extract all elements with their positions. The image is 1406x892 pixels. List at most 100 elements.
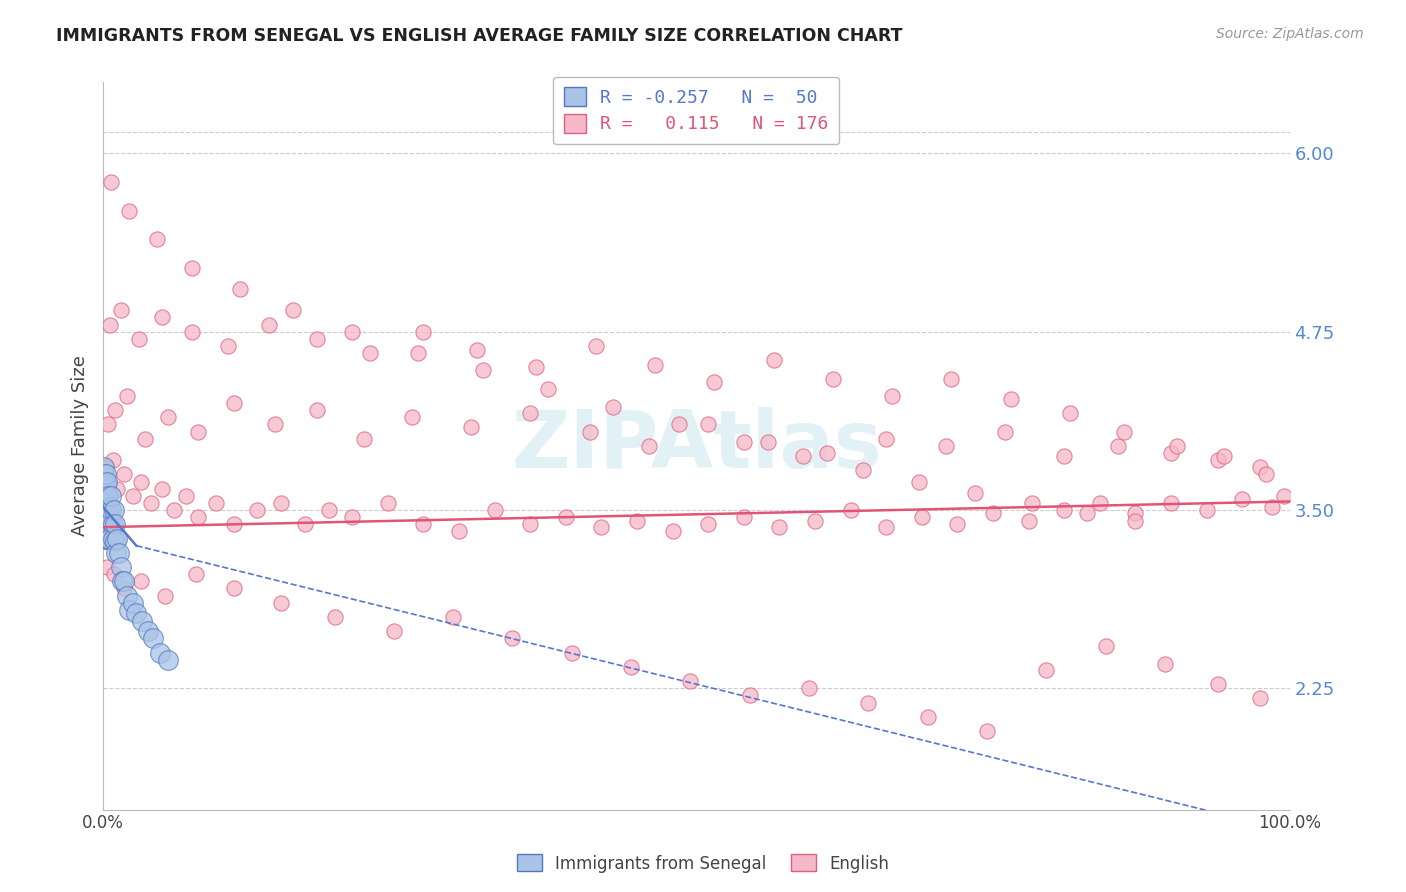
Point: [111, 574, 134, 589]
Point: [1112, 425, 1135, 439]
Point: [946, 517, 969, 532]
Legend: R = -0.257   N =  50, R =   0.115   N = 176: R = -0.257 N = 50, R = 0.115 N = 176: [554, 77, 839, 145]
Point: [110, 303, 132, 318]
Point: [101, 453, 124, 467]
Point: [1166, 439, 1188, 453]
Point: [703, 375, 725, 389]
Point: [152, 482, 174, 496]
Point: [1272, 489, 1295, 503]
Point: [342, 510, 364, 524]
Point: [585, 339, 607, 353]
Text: ZIPAtlas: ZIPAtlas: [510, 407, 882, 485]
Point: [858, 696, 880, 710]
Point: [804, 515, 827, 529]
Point: [181, 325, 204, 339]
Point: [1035, 663, 1057, 677]
Point: [460, 420, 482, 434]
Point: [679, 674, 702, 689]
Point: [100, 489, 122, 503]
Point: [187, 425, 209, 439]
Point: [103, 567, 125, 582]
Point: [875, 432, 897, 446]
Point: [181, 260, 204, 275]
Point: [668, 417, 690, 432]
Point: [839, 503, 862, 517]
Point: [97, 489, 120, 503]
Point: [94, 486, 117, 500]
Point: [98, 500, 121, 515]
Point: [97, 532, 120, 546]
Point: [94, 503, 117, 517]
Point: [222, 582, 245, 596]
Point: [94, 477, 117, 491]
Point: [441, 610, 464, 624]
Point: [1107, 439, 1129, 453]
Point: [94, 460, 117, 475]
Point: [157, 410, 180, 425]
Point: [103, 503, 125, 517]
Point: [994, 425, 1017, 439]
Point: [554, 510, 576, 524]
Point: [115, 589, 138, 603]
Point: [626, 515, 648, 529]
Point: [965, 486, 987, 500]
Point: [1208, 453, 1230, 467]
Point: [756, 434, 779, 449]
Point: [153, 589, 176, 603]
Point: [187, 510, 209, 524]
Point: [412, 517, 434, 532]
Point: [1094, 639, 1116, 653]
Point: [519, 406, 541, 420]
Point: [125, 606, 148, 620]
Point: [1154, 657, 1177, 671]
Point: [118, 203, 141, 218]
Point: [412, 325, 434, 339]
Point: [1053, 503, 1076, 517]
Point: [697, 517, 720, 532]
Point: [382, 624, 405, 639]
Point: [96, 560, 118, 574]
Point: [578, 425, 600, 439]
Point: [377, 496, 399, 510]
Text: IMMIGRANTS FROM SENEGAL VS ENGLISH AVERAGE FAMILY SIZE CORRELATION CHART: IMMIGRANTS FROM SENEGAL VS ENGLISH AVERA…: [56, 27, 903, 45]
Point: [342, 325, 364, 339]
Point: [152, 310, 174, 325]
Point: [602, 401, 624, 415]
Point: [270, 496, 292, 510]
Point: [519, 517, 541, 532]
Point: [98, 517, 121, 532]
Point: [661, 524, 683, 539]
Point: [465, 343, 488, 358]
Point: [911, 510, 934, 524]
Point: [134, 432, 156, 446]
Point: [118, 603, 141, 617]
Point: [105, 546, 128, 560]
Point: [537, 382, 560, 396]
Legend: Immigrants from Senegal, English: Immigrants from Senegal, English: [510, 847, 896, 880]
Point: [94, 532, 117, 546]
Point: [228, 282, 250, 296]
Point: [121, 489, 143, 503]
Point: [98, 318, 121, 332]
Point: [733, 510, 755, 524]
Point: [115, 389, 138, 403]
Point: [145, 232, 167, 246]
Point: [100, 175, 122, 189]
Point: [976, 724, 998, 739]
Point: [157, 653, 180, 667]
Point: [93, 460, 115, 475]
Point: [762, 353, 785, 368]
Point: [815, 446, 838, 460]
Point: [96, 532, 118, 546]
Point: [792, 449, 814, 463]
Point: [114, 574, 136, 589]
Point: [163, 503, 186, 517]
Point: [591, 520, 613, 534]
Point: [107, 546, 129, 560]
Point: [114, 582, 136, 596]
Point: [471, 363, 494, 377]
Point: [1230, 491, 1253, 506]
Point: [353, 432, 375, 446]
Point: [96, 475, 118, 489]
Point: [1249, 691, 1271, 706]
